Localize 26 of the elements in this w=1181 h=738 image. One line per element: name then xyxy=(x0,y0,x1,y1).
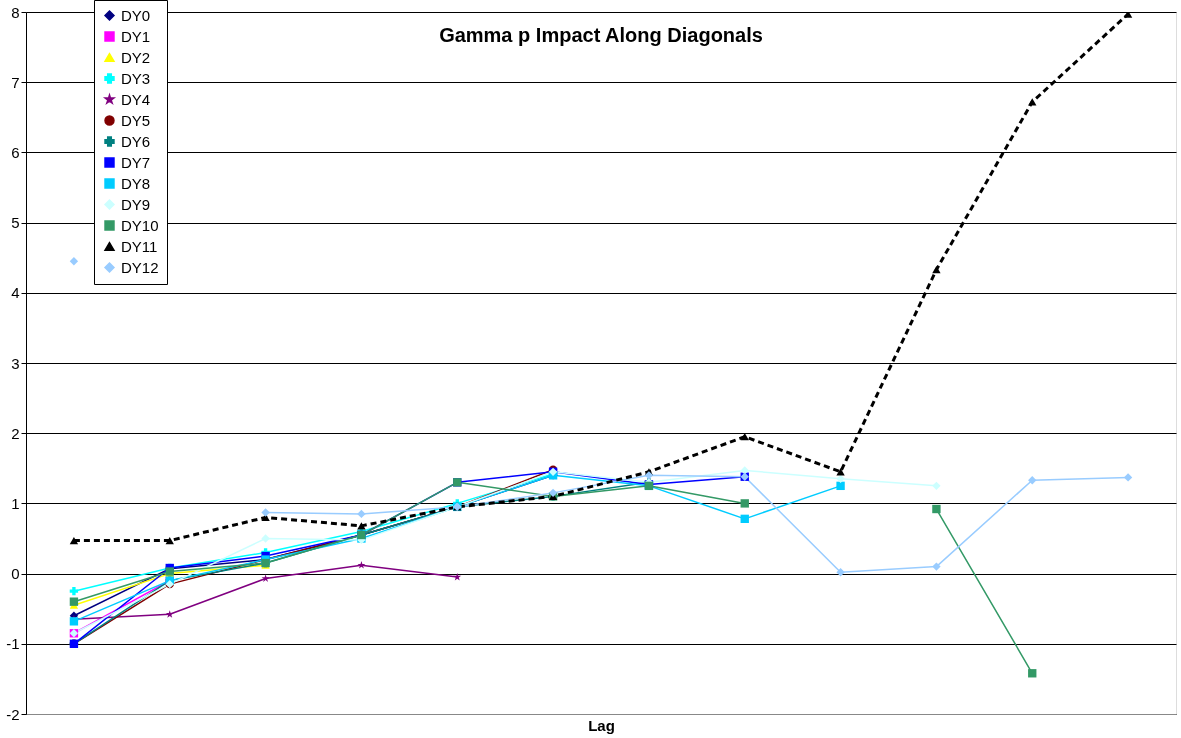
y-tick-label: 0 xyxy=(11,565,20,583)
y-tick-label: -2 xyxy=(6,705,20,723)
legend-label: DY5 xyxy=(121,111,151,129)
x-axis-title: Lag xyxy=(588,716,615,734)
legend-label: DY4 xyxy=(121,90,151,108)
legend-label: DY3 xyxy=(121,69,151,87)
y-tick-label: 1 xyxy=(11,494,20,512)
text: Gamma p Impact Along Diagonals xyxy=(439,24,763,46)
y-tick-label: -1 xyxy=(6,635,20,653)
y-tick-label: 6 xyxy=(11,143,20,161)
legend-label: DY1 xyxy=(121,27,151,45)
legend-label: DY0 xyxy=(121,6,151,24)
legend-label: DY11 xyxy=(121,237,158,255)
legend-label: DY6 xyxy=(121,132,151,150)
y-tick-label: 8 xyxy=(11,3,20,21)
y-tick-label: 7 xyxy=(11,73,20,91)
y-tick-label: 2 xyxy=(11,424,20,442)
legend-label: DY12 xyxy=(121,258,159,276)
y-tick-label: 3 xyxy=(11,354,20,372)
legend-label: DY9 xyxy=(121,195,151,213)
legend-label: DY8 xyxy=(121,174,151,192)
legend-label: DY2 xyxy=(121,48,151,66)
legend-label: DY7 xyxy=(121,153,151,171)
y-tick-label: 4 xyxy=(11,284,20,302)
legend-label: DY10 xyxy=(121,216,159,234)
y-tick-label: 5 xyxy=(11,214,20,232)
